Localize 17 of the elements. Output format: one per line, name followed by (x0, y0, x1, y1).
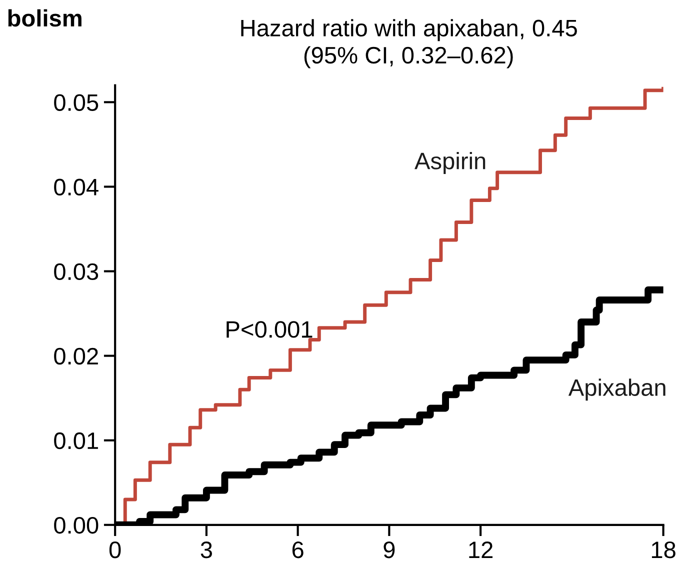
y-tick-label: 0.01 (54, 432, 98, 450)
y-tick-label: 0.04 (54, 178, 98, 196)
y-tick-label: 0.03 (54, 263, 98, 280)
x-tick-label: 6 (292, 541, 304, 558)
x-tick-label: 3 (200, 541, 212, 558)
x-tick-label: 12 (469, 541, 493, 558)
annotation: P<0.001 (226, 321, 312, 338)
y-tick-label: 0.00 (54, 516, 98, 534)
x-tick-label: 0 (109, 541, 121, 558)
x-tick-label: 9 (384, 541, 395, 558)
y-tick-label: 0.05 (54, 94, 98, 111)
text: Hazard ratio with apixaban, 0.45 (95% CI, 0.32–0.62) (241, 19, 577, 68)
series-label: Apixaban (568, 378, 666, 401)
y-axis-title: bolism (8, 9, 82, 27)
x-tick-label: 18 (652, 541, 676, 558)
series-label: Aspirin (414, 152, 486, 174)
y-tick-label: 0.02 (54, 348, 98, 365)
